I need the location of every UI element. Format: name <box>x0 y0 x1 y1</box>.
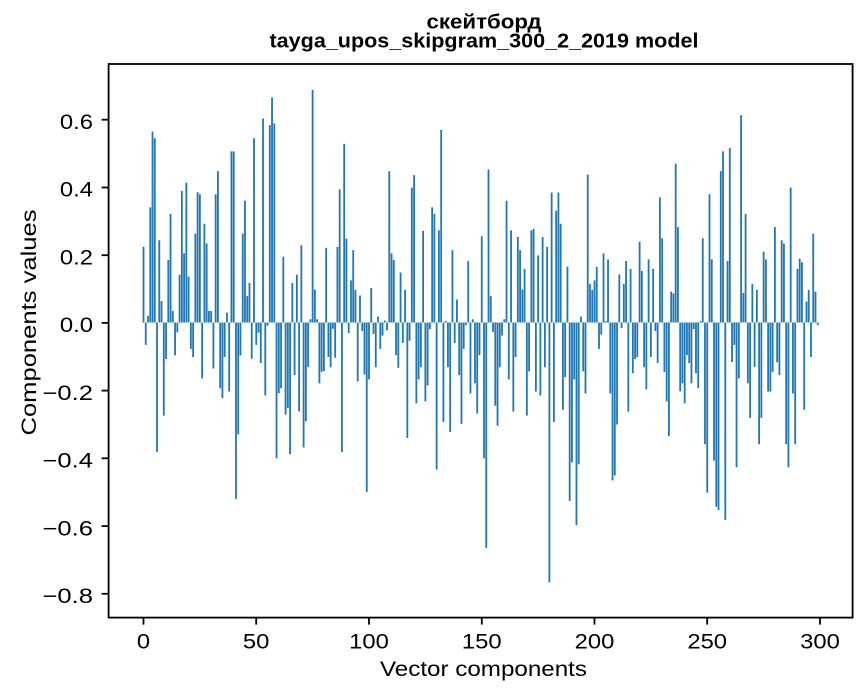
svg-text:100: 100 <box>349 630 389 653</box>
svg-text:0.4: 0.4 <box>60 179 93 202</box>
svg-text:−0.2: −0.2 <box>43 382 94 405</box>
svg-text:300: 300 <box>800 630 840 653</box>
svg-text:скейтборд: скейтборд <box>427 12 542 34</box>
svg-text:250: 250 <box>687 630 727 653</box>
svg-text:50: 50 <box>243 630 270 653</box>
svg-text:0.2: 0.2 <box>60 246 93 269</box>
svg-text:−0.8: −0.8 <box>43 585 94 608</box>
svg-text:Vector components: Vector components <box>380 658 587 681</box>
svg-text:200: 200 <box>575 630 615 653</box>
svg-text:0.0: 0.0 <box>60 314 93 337</box>
svg-text:−0.4: −0.4 <box>43 450 94 473</box>
svg-text:150: 150 <box>462 630 502 653</box>
svg-text:tayga_upos_skipgram_300_2_2019: tayga_upos_skipgram_300_2_2019 model <box>270 31 699 53</box>
svg-text:Components values: Components values <box>18 210 41 436</box>
svg-text:0: 0 <box>137 630 150 653</box>
svg-text:0.6: 0.6 <box>60 111 93 134</box>
svg-text:−0.6: −0.6 <box>43 517 94 540</box>
